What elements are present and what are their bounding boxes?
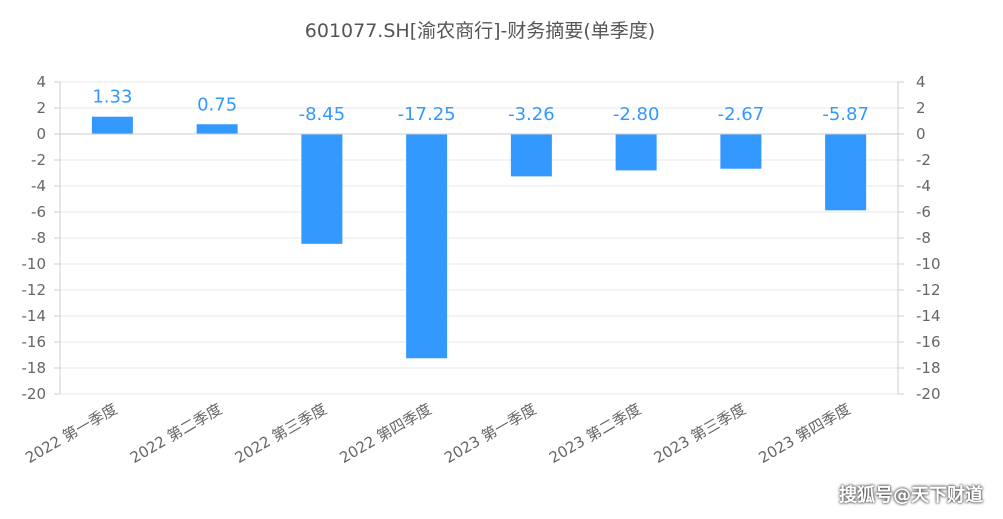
- bar: [720, 134, 762, 169]
- y-tick-label-right: -10: [916, 255, 941, 273]
- watermark: 搜狐号@天下财道: [839, 485, 983, 506]
- bar: [510, 134, 552, 177]
- y-tick-label-right: -2: [916, 151, 931, 169]
- bars: [91, 116, 867, 359]
- bar: [196, 124, 238, 134]
- bar: [825, 134, 867, 211]
- y-tick-label-right: 4: [916, 73, 926, 91]
- data-label: -8.45: [299, 104, 346, 125]
- y-tick-label-left: 0: [36, 125, 46, 143]
- y-tick-label-right: -14: [916, 307, 941, 325]
- y-tick-label-left: -12: [22, 281, 47, 299]
- y-tick-label-left: -8: [31, 229, 46, 247]
- x-axis-labels: 2022 第一季度 2022 第二季度 2022 第三季度 2022 第四季度 2023…: [22, 400, 853, 467]
- grid-lines: [60, 81, 898, 395]
- y-tick-label-right: 2: [916, 99, 926, 117]
- y-tick-label-right: -16: [916, 333, 941, 351]
- chart-title: 601077.SH[渝农商行]-财务摘要(单季度): [304, 20, 656, 42]
- y-tick-label-left: -16: [22, 333, 47, 351]
- y-tick-label-right: 0: [916, 125, 926, 143]
- y-tick-label-left: 2: [36, 99, 46, 117]
- x-tick-label: 2023 第四季度: [755, 400, 853, 467]
- data-label: -3.26: [508, 104, 555, 125]
- data-labels: 1.33 0.75 -8.45 -17.25 -3.26 -2.80 -2.67 -5.87: [92, 87, 869, 125]
- y-tick-label-left: -14: [22, 307, 47, 325]
- right-y-axis: 4 2 0 -2 -4 -6 -8 -10 -12 -14 -16 -18 -20: [898, 73, 941, 403]
- y-tick-label-right: -12: [916, 281, 941, 299]
- x-tick-label: 2023 第一季度: [441, 400, 539, 467]
- y-tick-label-left: 4: [36, 73, 46, 91]
- y-tick-label-left: -20: [22, 385, 47, 403]
- x-tick-label: 2023 第三季度: [651, 400, 749, 467]
- y-tick-label-left: -4: [31, 177, 46, 195]
- y-tick-label-right: -4: [916, 177, 931, 195]
- y-tick-label-right: -20: [916, 385, 941, 403]
- x-tick-label: 2022 第一季度: [22, 400, 120, 467]
- data-label: -17.25: [398, 104, 456, 125]
- data-label: -5.87: [822, 104, 869, 125]
- data-label: -2.80: [613, 104, 660, 125]
- y-tick-label-left: -6: [31, 203, 46, 221]
- x-tick-label: 2023 第二季度: [546, 400, 644, 467]
- left-y-axis: 4 2 0 -2 -4 -6 -8 -10 -12 -14 -16 -18 -20: [22, 73, 60, 403]
- x-tick-label: 2022 第三季度: [232, 400, 330, 467]
- x-tick-label: 2022 第二季度: [127, 400, 225, 467]
- y-tick-label-right: -6: [916, 203, 931, 221]
- data-label: -2.67: [718, 104, 765, 125]
- bar: [406, 134, 448, 359]
- y-tick-label-right: -18: [916, 359, 941, 377]
- y-tick-label-right: -8: [916, 229, 931, 247]
- data-label: 1.33: [92, 87, 132, 108]
- data-label: 0.75: [197, 94, 237, 115]
- bar: [91, 116, 133, 134]
- y-tick-label-left: -18: [22, 359, 47, 377]
- y-tick-label-left: -10: [22, 255, 47, 273]
- x-tick-label: 2022 第四季度: [336, 400, 434, 467]
- bar: [301, 134, 343, 244]
- bar: [615, 134, 657, 171]
- y-tick-label-left: -2: [31, 151, 46, 169]
